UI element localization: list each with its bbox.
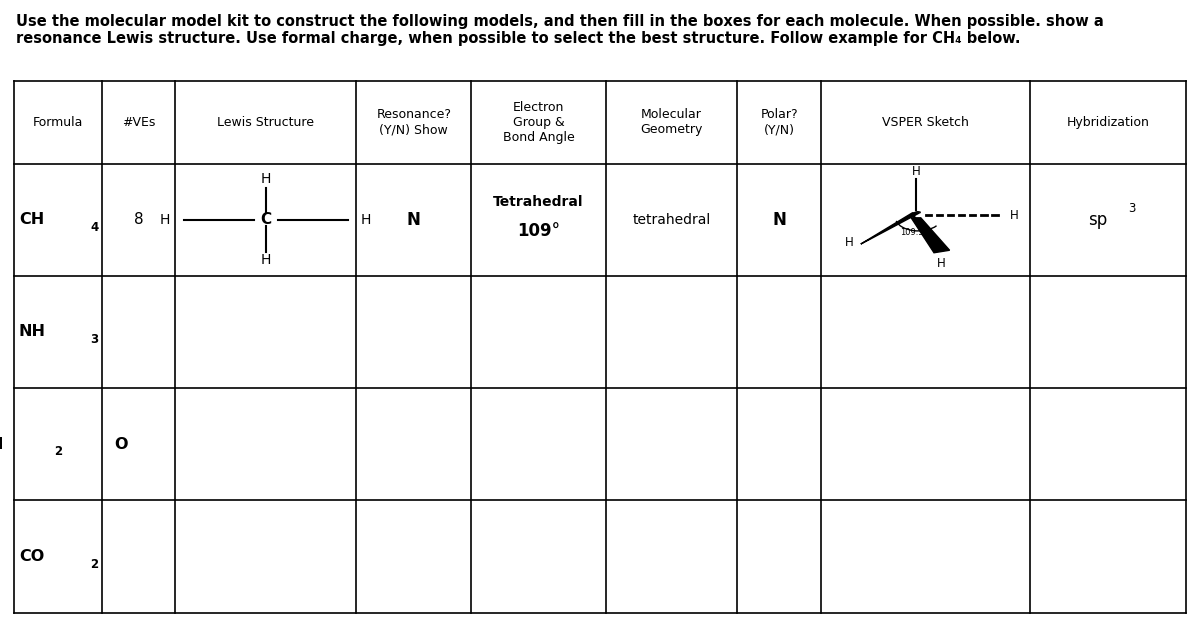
Text: Use the molecular model kit to construct the following models, and then fill in : Use the molecular model kit to construct… [16,14,1103,29]
Text: C: C [260,212,271,227]
Text: N: N [407,211,421,228]
Text: O: O [114,437,127,452]
Text: 2: 2 [54,446,62,458]
Text: 2: 2 [90,558,98,570]
Text: Lewis Structure: Lewis Structure [217,116,314,129]
Text: Electron
Group &
Bond Angle: Electron Group & Bond Angle [503,101,575,144]
Text: 4: 4 [90,221,98,233]
Text: Tetrahedral: Tetrahedral [493,195,583,209]
Text: VSPER Sketch: VSPER Sketch [882,116,970,129]
Text: sp: sp [1088,211,1108,228]
Text: N: N [773,211,786,228]
Text: Polar?
(Y/N): Polar? (Y/N) [761,109,798,136]
Text: Resonance?
(Y/N) Show: Resonance? (Y/N) Show [377,109,451,136]
Text: NH: NH [18,324,46,339]
Polygon shape [860,213,919,244]
Text: H: H [361,213,371,227]
Text: H: H [0,437,2,452]
Text: H: H [260,253,271,267]
Text: Formula: Formula [34,116,84,129]
Text: tetrahedral: tetrahedral [632,213,710,227]
Text: H: H [160,213,170,227]
Text: resonance Lewis structure. Use formal charge, when possible to select the best s: resonance Lewis structure. Use formal ch… [16,31,1020,46]
Text: 109.5°: 109.5° [900,228,928,237]
Text: CO: CO [19,549,44,564]
Text: #VEs: #VEs [122,116,155,129]
Text: Molecular
Geometry: Molecular Geometry [641,109,703,136]
Polygon shape [911,218,949,253]
Text: CH: CH [19,212,44,227]
Text: 3: 3 [90,333,98,346]
Text: C: C [911,210,920,223]
Text: 109°: 109° [517,222,560,240]
Text: Hybridization: Hybridization [1067,116,1150,129]
Text: H: H [845,236,853,249]
Text: H: H [937,258,946,270]
Text: 3: 3 [1128,202,1135,215]
Text: H: H [912,165,920,178]
Text: H: H [260,172,271,187]
Text: H: H [1010,209,1019,222]
Text: 8: 8 [133,212,143,227]
